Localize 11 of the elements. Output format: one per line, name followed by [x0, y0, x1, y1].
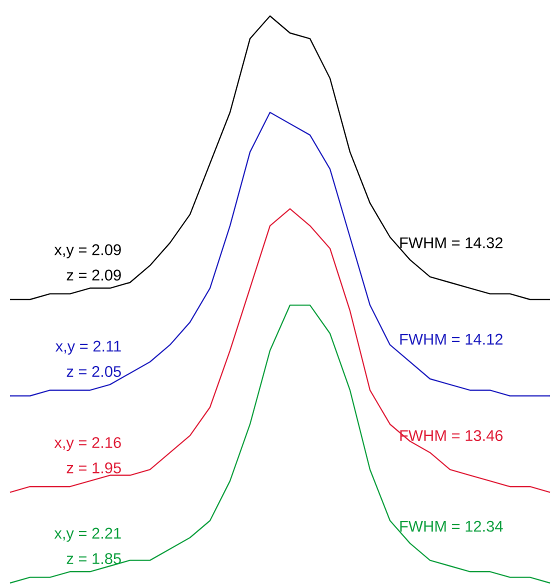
annotation: x,y = 2.09: [54, 244, 121, 258]
annotation: FWHM = 14.12: [400, 334, 502, 345]
annotation: z = 2.09: [66, 270, 121, 281]
annotation: x,y = 2.11: [56, 340, 121, 355]
annotation: z = 1.95: [66, 462, 121, 474]
annotation: z = 2.05: [66, 366, 121, 377]
annotation: x,y = 2.21: [54, 528, 121, 542]
annotation: z = 1.85: [66, 553, 121, 564]
annotation: FWHM = 14.32: [400, 237, 502, 248]
annotation: FWHM = 12.34: [400, 520, 503, 532]
annotation: x,y = 2.16: [54, 437, 121, 452]
